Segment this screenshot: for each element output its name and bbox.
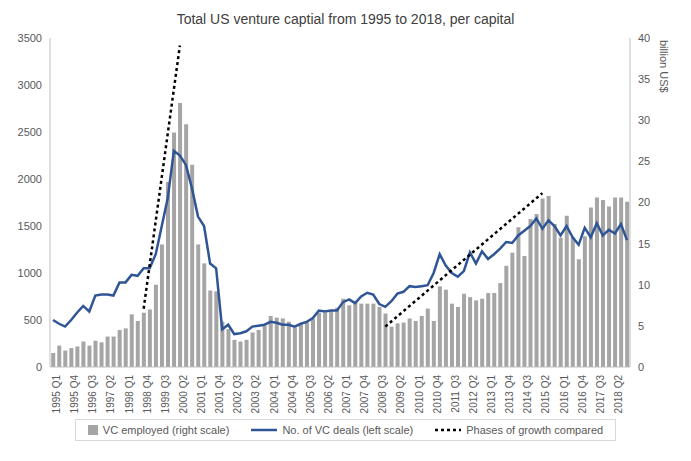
svg-text:2005 Q3: 2005 Q3: [305, 375, 316, 414]
svg-text:2000: 2000: [18, 173, 42, 185]
svg-text:0: 0: [638, 361, 644, 373]
svg-text:2010 Q4: 2010 Q4: [432, 375, 443, 414]
svg-text:2016 Q4: 2016 Q4: [577, 375, 588, 414]
svg-text:2013 Q4: 2013 Q4: [504, 375, 515, 414]
svg-text:1998 Q1: 1998 Q1: [124, 375, 135, 414]
svg-text:2500: 2500: [18, 126, 42, 138]
svg-text:15: 15: [638, 238, 650, 250]
svg-text:1997 Q2: 1997 Q2: [105, 375, 116, 414]
svg-text:2013 Q1: 2013 Q1: [486, 375, 497, 414]
svg-text:billion US$: billion US$: [658, 40, 670, 93]
svg-text:10: 10: [638, 279, 650, 291]
svg-text:2014 Q3: 2014 Q3: [522, 375, 533, 414]
svg-text:2007 Q4: 2007 Q4: [359, 375, 370, 414]
svg-text:2012 Q2: 2012 Q2: [468, 375, 479, 414]
html-text:VC employed (right scale): VC employed (right scale): [102, 424, 230, 436]
svg-text:3000: 3000: [18, 79, 42, 91]
svg-text:2009 Q2: 2009 Q2: [395, 375, 406, 414]
svg-text:2001 Q1: 2001 Q1: [196, 375, 207, 414]
svg-text:2007 Q1: 2007 Q1: [341, 375, 352, 414]
html-text:No. of VC deals (left scale): No. of VC deals (left scale): [282, 424, 414, 436]
svg-text:2011 Q3: 2011 Q3: [450, 375, 461, 413]
svg-text:1995 Q4: 1995 Q4: [69, 375, 80, 414]
svg-text:1999 Q3: 1999 Q3: [160, 375, 171, 414]
svg-text:2008 Q3: 2008 Q3: [377, 375, 388, 414]
svg-text:2018 Q2: 2018 Q2: [613, 375, 624, 414]
svg-text:1996 Q3: 1996 Q3: [87, 375, 98, 414]
svg-text:20: 20: [638, 196, 650, 208]
svg-text:2000 Q2: 2000 Q2: [178, 375, 189, 414]
html-text:Phases of growth compared: Phases of growth compared: [466, 424, 604, 436]
svg-text:1998 Q4: 1998 Q4: [142, 375, 153, 414]
svg-text:1000: 1000: [18, 267, 42, 279]
svg-text:500: 500: [24, 314, 42, 326]
svg-text:30: 30: [638, 114, 650, 126]
svg-text:2004 Q4: 2004 Q4: [287, 375, 298, 414]
svg-text:2015 Q2: 2015 Q2: [540, 375, 551, 414]
svg-text:1500: 1500: [18, 220, 42, 232]
svg-text:35: 35: [638, 73, 650, 85]
svg-text:3500: 3500: [18, 32, 42, 44]
svg-text:2001 Q4: 2001 Q4: [214, 375, 225, 414]
svg-text:0: 0: [36, 361, 42, 373]
svg-text:2006 Q2: 2006 Q2: [323, 375, 334, 414]
svg-text:2017 Q3: 2017 Q3: [595, 375, 606, 414]
svg-text:2003 Q2: 2003 Q2: [250, 375, 261, 414]
svg-text:2010 Q1: 2010 Q1: [414, 375, 425, 414]
svg-text:1995 Q1: 1995 Q1: [51, 375, 62, 414]
html-text:Total US venture captial from: Total US venture captial from 1995 to 20…: [176, 11, 515, 27]
svg-text:2016 Q1: 2016 Q1: [559, 375, 570, 414]
svg-text:5: 5: [638, 320, 644, 332]
svg-text:2004 Q1: 2004 Q1: [269, 375, 280, 414]
svg-text:40: 40: [638, 32, 650, 44]
svg-text:2002 Q3: 2002 Q3: [232, 375, 243, 414]
svg-text:25: 25: [638, 155, 650, 167]
